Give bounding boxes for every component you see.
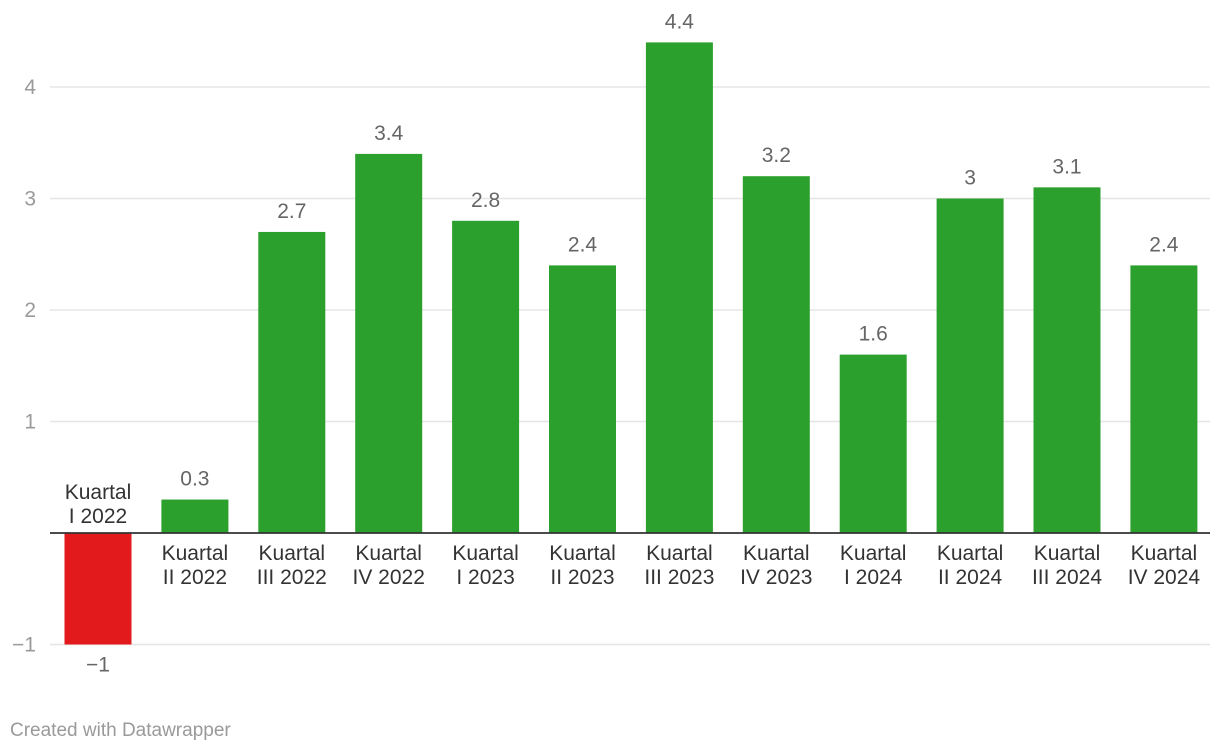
bar [1130, 265, 1198, 533]
value-label: 3.2 [762, 144, 791, 167]
category-label: Kuartal I 2024 [840, 542, 907, 589]
value-label: 1.6 [859, 323, 888, 346]
category-label: Kuartal III 2024 [1032, 542, 1102, 589]
category-label-line: III 2023 [644, 566, 714, 589]
category-label-line: Kuartal [937, 542, 1004, 565]
bar [452, 220, 520, 534]
value-label: 3 [964, 167, 976, 190]
bars [64, 42, 1198, 645]
category-label: Kuartal IV 2024 [1128, 542, 1201, 589]
category-label-line: Kuartal [1034, 542, 1101, 565]
y-tick-label: 2 [24, 299, 36, 322]
value-label: 2.4 [568, 233, 598, 256]
y-axis-tick-labels: −1 1 2 3 4 [12, 76, 36, 657]
gridlines [50, 86, 1210, 646]
value-label: 2.8 [471, 189, 500, 212]
category-label-line: Kuartal [743, 542, 810, 565]
category-label: Kuartal IV 2022 [352, 542, 424, 589]
value-label: 0.3 [180, 468, 209, 491]
value-label: 4.4 [665, 10, 695, 33]
category-label-line: Kuartal [355, 542, 422, 565]
bar [355, 153, 423, 533]
category-label-line: I 2023 [456, 566, 514, 589]
y-tick-label: 3 [24, 188, 36, 211]
category-label: Kuartal I 2023 [452, 542, 519, 589]
category-label-line: Kuartal [840, 542, 907, 565]
category-label-line: Kuartal [549, 542, 616, 565]
value-label: −1 [86, 654, 110, 677]
bar [549, 265, 616, 533]
category-label: Kuartal IV 2023 [740, 542, 812, 589]
category-label-line: Kuartal [646, 542, 713, 565]
category-label-line: II 2022 [163, 566, 227, 589]
bar [839, 354, 907, 533]
bar [161, 499, 229, 533]
bar [742, 176, 810, 533]
category-label-line: II 2024 [938, 566, 1003, 589]
category-label-line: IV 2023 [740, 566, 812, 589]
category-label-line: III 2022 [257, 566, 327, 589]
category-label-line: Kuartal [162, 542, 229, 565]
category-label-line: II 2023 [550, 566, 614, 589]
datawrapper-credit[interactable]: Created with Datawrapper [10, 720, 231, 741]
category-label: Kuartal II 2023 [549, 542, 616, 589]
category-label: Kuartal II 2024 [937, 542, 1004, 589]
category-label-line: IV 2024 [1128, 566, 1201, 589]
y-tick-label: 4 [24, 76, 36, 99]
bar [258, 231, 326, 533]
category-label: Kuartal III 2022 [257, 542, 327, 589]
y-tick-label: 1 [24, 411, 36, 434]
category-label-line: I 2022 [69, 505, 127, 528]
bar [936, 198, 1004, 533]
category-label: Kuartal III 2023 [644, 542, 714, 589]
y-tick-label: −1 [12, 634, 36, 657]
value-label: 2.7 [277, 200, 306, 223]
value-label: 2.4 [1149, 233, 1179, 256]
category-label: Kuartal II 2022 [162, 542, 229, 589]
category-label-line: Kuartal [259, 542, 326, 565]
category-label: Kuartal I 2022 [65, 481, 132, 528]
bar [645, 42, 713, 534]
category-label-line: Kuartal [1131, 542, 1198, 565]
bar [64, 533, 132, 645]
category-label-line: IV 2022 [352, 566, 424, 589]
category-label-line: Kuartal [452, 542, 519, 565]
value-labels: −1 0.3 2.7 3.4 2.8 2.4 4.4 3.2 1.6 3 3.1 2.4 [86, 10, 1179, 676]
category-label-line: I 2024 [844, 566, 903, 589]
bar [1033, 187, 1101, 533]
value-label: 3.4 [374, 122, 404, 145]
category-label-line: Kuartal [65, 481, 132, 504]
value-label: 3.1 [1052, 155, 1081, 178]
category-label-line: III 2024 [1032, 566, 1102, 589]
